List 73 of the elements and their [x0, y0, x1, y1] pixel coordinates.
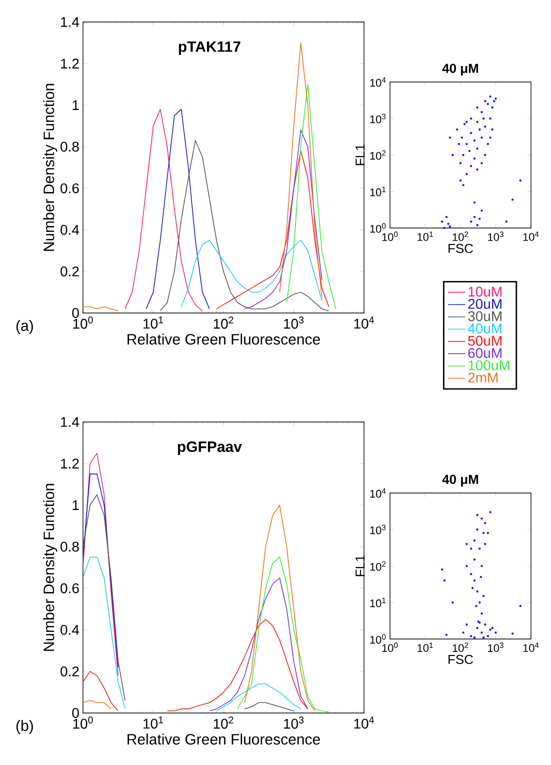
y-tick-label: 10$^{0}$ — [370, 223, 386, 233]
text: pTAK117 — [178, 41, 240, 55]
y-tick-label: 10$^{1}$ — [370, 186, 386, 196]
line-series — [244, 130, 322, 310]
text: (a) — [16, 320, 33, 334]
x-tick-label: 10$^{1}$ — [418, 232, 433, 241]
legend-label: 50uM — [468, 336, 502, 346]
x-axis-title: FSC — [448, 654, 473, 664]
x-tick-label: 10$^{3}$ — [284, 316, 304, 329]
y-tick-label: 1 — [72, 100, 79, 110]
y-tick-label: 1 — [72, 500, 79, 510]
x-tick-label: 10$^{4}$ — [354, 316, 374, 329]
x-tick-label: 10$^{2}$ — [214, 716, 234, 729]
x-tick-label: 10$^{1}$ — [144, 316, 164, 329]
y-tick-label: 10$^{3}$ — [370, 524, 386, 534]
x-axis-title: FSC — [448, 244, 473, 254]
line-series — [237, 556, 330, 712]
text: (b) — [16, 720, 33, 734]
line-series — [180, 240, 322, 308]
line-series — [209, 577, 308, 712]
y-tick-label: 0.2 — [60, 266, 79, 276]
x-tick-label: 10$^{1}$ — [418, 642, 433, 652]
y-axis-title: FL1 — [356, 555, 365, 576]
x-tick-label: 10$^{2}$ — [214, 316, 234, 329]
chart-title: 40 μM — [442, 474, 478, 486]
y-tick-label: 10$^{3}$ — [370, 114, 386, 124]
y-axis-title: FL1 — [356, 144, 365, 166]
y-axis-title: Number Density Function — [43, 84, 58, 251]
legend-label: 40uM — [468, 324, 502, 334]
y-tick-label: 10$^{2}$ — [370, 150, 386, 160]
y-tick-label: 10$^{1}$ — [370, 598, 386, 608]
y-tick-label: 10$^{0}$ — [370, 634, 386, 644]
y-tick-label: 0.4 — [60, 224, 80, 235]
y-tick-label: 0.4 — [60, 624, 80, 635]
x-tick-label: 10$^{3}$ — [488, 232, 504, 241]
y-tick-label: 1.2 — [61, 58, 79, 68]
x-tick-label: 10$^{2}$ — [452, 642, 468, 652]
legend-label: 100uM — [468, 360, 510, 370]
line-series — [146, 108, 210, 310]
y-tick-label: 0.8 — [60, 542, 79, 552]
chart-title: 40 μM — [442, 64, 478, 76]
legend-label: 10uM — [468, 286, 502, 297]
legend-label: 2mM — [468, 372, 498, 382]
y-tick-label: 1.4 — [61, 17, 80, 27]
x-tick-label: 10$^{0}$ — [382, 642, 398, 652]
y-tick-label: 0.6 — [60, 183, 79, 194]
y-tick-label: 0.6 — [60, 583, 79, 594]
x-tick-label: 10$^{4}$ — [523, 642, 539, 652]
y-tick-label: 0.8 — [60, 142, 79, 152]
y-tick-label: 1.2 — [61, 458, 79, 468]
y-tick-label: 10$^{2}$ — [370, 561, 386, 571]
x-tick-label: 10$^{3}$ — [284, 716, 304, 729]
x-axis-title: Relative Green Fluorescence — [128, 334, 320, 345]
y-tick-label: 0 — [72, 708, 79, 718]
x-tick-label: 10$^{4}$ — [354, 716, 374, 729]
x-tick-label: 10$^{3}$ — [488, 642, 504, 652]
y-tick-label: 0.2 — [60, 666, 79, 676]
text: pGFPaav — [178, 441, 242, 455]
x-axis-title: Relative Green Fluorescence — [128, 734, 320, 745]
y-tick-label: 10$^{4}$ — [370, 488, 386, 498]
x-tick-label: 10$^{1}$ — [144, 716, 164, 729]
y-tick-label: 10$^{4}$ — [370, 77, 386, 87]
y-tick-label: 0 — [72, 308, 79, 318]
y-tick-label: 1.4 — [61, 417, 80, 427]
line-series — [124, 108, 203, 312]
line-series — [286, 84, 336, 310]
x-tick-label: 10$^{2}$ — [452, 232, 468, 241]
legend-label: 60uM — [468, 348, 502, 358]
x-tick-label: 10$^{4}$ — [523, 232, 539, 241]
x-tick-label: 10$^{0}$ — [382, 232, 398, 241]
legend-label: 30uM — [468, 311, 502, 322]
y-axis-title: Number Density Function — [43, 484, 58, 651]
legend-label: 20uM — [468, 298, 502, 309]
